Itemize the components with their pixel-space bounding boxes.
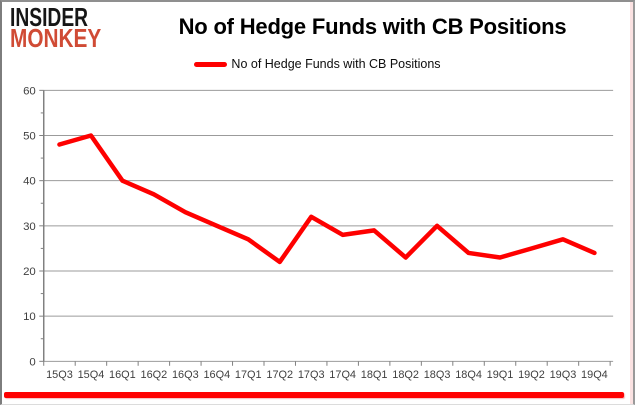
svg-text:18Q4: 18Q4 bbox=[455, 369, 482, 381]
svg-text:19Q2: 19Q2 bbox=[518, 369, 545, 381]
svg-text:10: 10 bbox=[23, 311, 36, 323]
insider-monkey-logo: INSIDER MONKEY bbox=[10, 2, 124, 53]
svg-text:16Q2: 16Q2 bbox=[141, 369, 168, 381]
chart-title: No of Hedge Funds with CB Positions bbox=[178, 14, 567, 39]
svg-text:18Q1: 18Q1 bbox=[361, 369, 388, 381]
svg-text:18Q3: 18Q3 bbox=[424, 369, 451, 381]
svg-text:19Q4: 19Q4 bbox=[581, 369, 608, 381]
svg-text:15Q4: 15Q4 bbox=[78, 369, 105, 381]
svg-text:0: 0 bbox=[29, 356, 35, 368]
svg-text:17Q3: 17Q3 bbox=[298, 369, 325, 381]
svg-text:18Q2: 18Q2 bbox=[392, 369, 419, 381]
svg-text:17Q2: 17Q2 bbox=[266, 369, 293, 381]
svg-text:40: 40 bbox=[23, 176, 36, 188]
svg-text:17Q1: 17Q1 bbox=[235, 369, 262, 381]
svg-text:16Q1: 16Q1 bbox=[109, 369, 136, 381]
svg-text:16Q4: 16Q4 bbox=[203, 369, 230, 381]
bottom-red-bar bbox=[4, 392, 624, 398]
svg-text:16Q3: 16Q3 bbox=[172, 369, 199, 381]
svg-text:20: 20 bbox=[23, 266, 36, 278]
svg-text:60: 60 bbox=[23, 85, 36, 97]
svg-text:50: 50 bbox=[23, 130, 36, 142]
logo-text-monkey: MONKEY bbox=[10, 23, 102, 53]
legend-line-swatch bbox=[194, 61, 228, 67]
svg-text:30: 30 bbox=[23, 221, 36, 233]
legend: No of Hedge Funds with CB Positions bbox=[2, 57, 633, 71]
legend-label: No of Hedge Funds with CB Positions bbox=[231, 57, 441, 71]
svg-text:19Q3: 19Q3 bbox=[550, 369, 577, 381]
svg-text:15Q3: 15Q3 bbox=[46, 369, 73, 381]
logo-text-insider: INSIDER bbox=[10, 2, 89, 32]
svg-text:17Q4: 17Q4 bbox=[329, 369, 356, 381]
svg-text:19Q1: 19Q1 bbox=[487, 369, 514, 381]
